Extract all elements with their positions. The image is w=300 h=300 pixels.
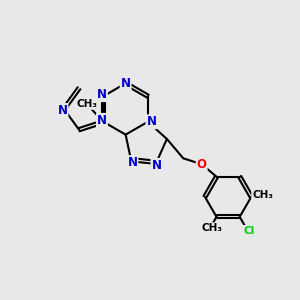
Text: N: N [121,77,130,90]
Text: N: N [97,114,107,127]
Text: N: N [152,159,161,172]
Text: CH₃: CH₃ [252,190,273,200]
Text: N: N [97,88,107,101]
Text: Cl: Cl [243,226,254,236]
Text: N: N [128,156,137,169]
Text: N: N [146,115,156,128]
Text: CH₃: CH₃ [76,99,98,109]
Text: CH₃: CH₃ [202,223,223,233]
Text: N: N [58,104,68,117]
Text: O: O [196,158,207,171]
